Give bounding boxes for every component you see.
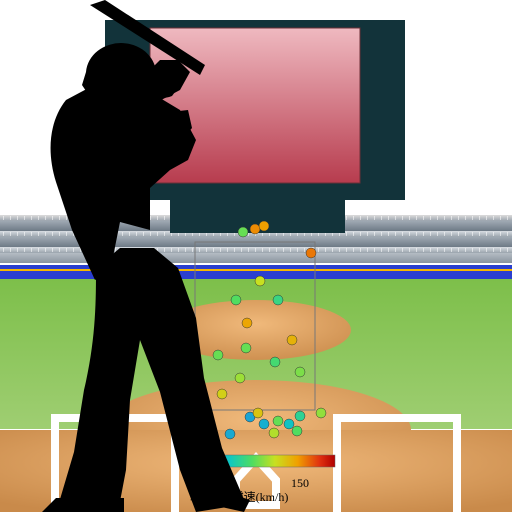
pitch-point <box>269 428 279 438</box>
pitch-point <box>250 224 260 234</box>
pitch-point <box>241 343 251 353</box>
pitch-point <box>316 408 326 418</box>
pitch-point <box>225 429 235 439</box>
pitch-point <box>287 335 297 345</box>
pitch-point <box>213 350 223 360</box>
pitch-point <box>295 367 305 377</box>
pitch-point <box>292 426 302 436</box>
pitch-point <box>238 227 248 237</box>
pitch-point <box>217 389 227 399</box>
pitch-point <box>273 295 283 305</box>
pitch-point <box>273 416 283 426</box>
pitch-point <box>270 357 280 367</box>
pitch-point <box>253 408 263 418</box>
pitch-point <box>295 411 305 421</box>
pitch-point <box>235 373 245 383</box>
pitch-point <box>231 295 241 305</box>
pitch-point <box>242 318 252 328</box>
pitch-point <box>284 419 294 429</box>
legend-tick: 150 <box>291 476 309 490</box>
pitch-point <box>259 221 269 231</box>
pitch-point <box>259 419 269 429</box>
pitch-point <box>306 248 316 258</box>
pitch-point <box>255 276 265 286</box>
